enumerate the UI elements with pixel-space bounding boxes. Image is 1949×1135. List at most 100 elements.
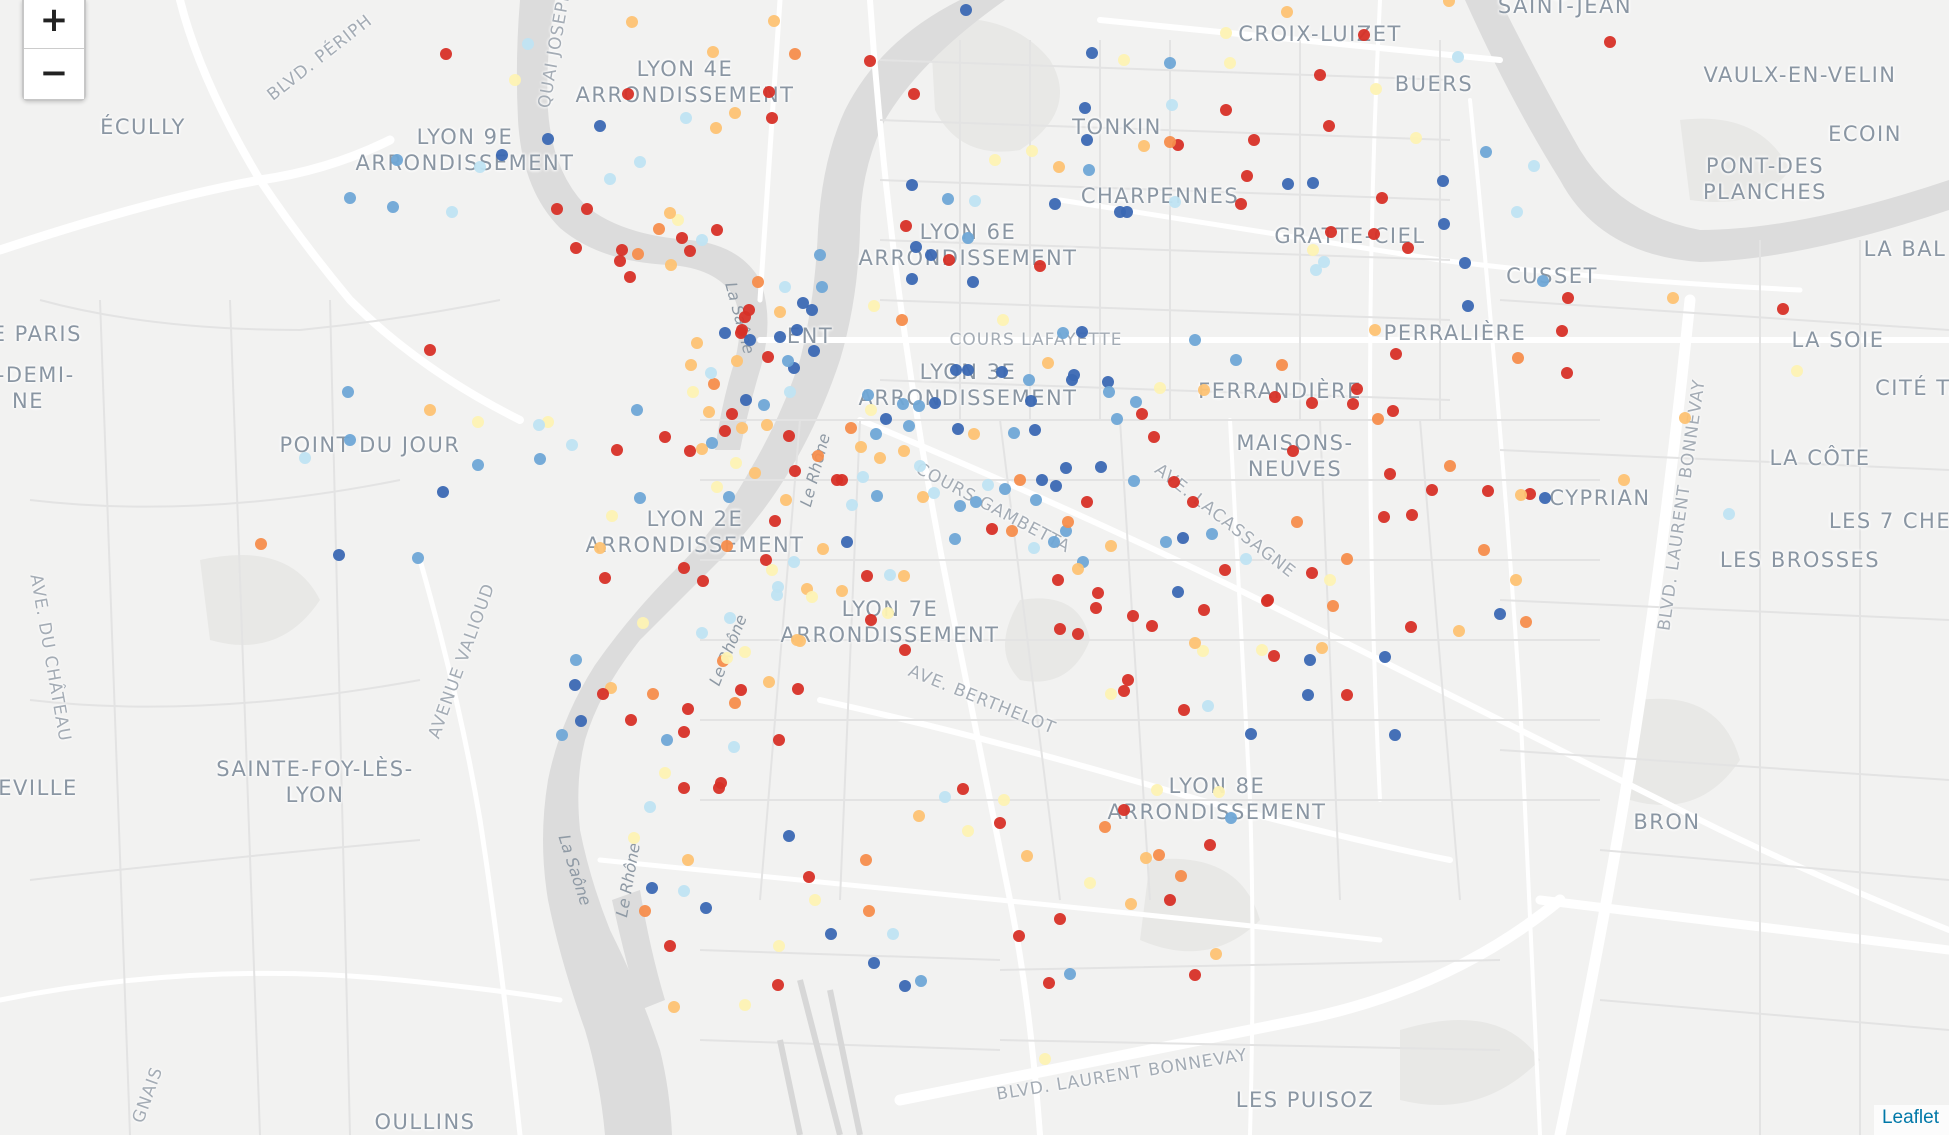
station-marker[interactable] [736,422,748,434]
station-marker[interactable] [1389,729,1401,741]
station-marker[interactable] [994,817,1006,829]
station-marker[interactable] [998,794,1010,806]
station-marker[interactable] [771,589,783,601]
station-marker[interactable] [1240,553,1252,565]
station-marker[interactable] [1043,977,1055,989]
station-marker[interactable] [696,234,708,246]
station-marker[interactable] [678,726,690,738]
station-marker[interactable] [783,430,795,442]
station-marker[interactable] [1306,397,1318,409]
station-marker[interactable] [1269,391,1281,403]
station-marker[interactable] [1220,104,1232,116]
station-marker[interactable] [581,203,593,215]
station-marker[interactable] [668,1001,680,1013]
station-marker[interactable] [788,556,800,568]
station-marker[interactable] [968,428,980,440]
station-marker[interactable] [1006,525,1018,537]
station-marker[interactable] [672,214,684,226]
station-marker[interactable] [739,311,751,323]
station-marker[interactable] [632,248,644,260]
station-marker[interactable] [1187,496,1199,508]
station-marker[interactable] [1095,461,1107,473]
station-marker[interactable] [863,905,875,917]
station-marker[interactable] [705,367,717,379]
station-marker[interactable] [728,741,740,753]
station-marker[interactable] [1166,99,1178,111]
station-marker[interactable] [1618,474,1630,486]
station-marker[interactable] [556,729,568,741]
station-marker[interactable] [1102,376,1114,388]
station-marker[interactable] [752,276,764,288]
station-marker[interactable] [1512,352,1524,364]
station-marker[interactable] [1241,170,1253,182]
station-marker[interactable] [726,408,738,420]
station-marker[interactable] [474,161,486,173]
station-marker[interactable] [706,437,718,449]
station-marker[interactable] [1202,700,1214,712]
station-marker[interactable] [1039,1053,1051,1065]
station-marker[interactable] [711,224,723,236]
station-marker[interactable] [915,975,927,987]
station-marker[interactable] [865,614,877,626]
station-marker[interactable] [594,542,606,554]
station-marker[interactable] [962,825,974,837]
station-marker[interactable] [831,474,843,486]
station-marker[interactable] [772,979,784,991]
station-marker[interactable] [1053,161,1065,173]
station-marker[interactable] [868,300,880,312]
station-marker[interactable] [1146,620,1158,632]
station-marker[interactable] [874,452,886,464]
station-marker[interactable] [255,538,267,550]
station-marker[interactable] [1511,206,1523,218]
station-marker[interactable] [719,425,731,437]
station-marker[interactable] [736,324,748,336]
station-marker[interactable] [710,122,722,134]
station-marker[interactable] [437,486,449,498]
station-marker[interactable] [1230,354,1242,366]
station-marker[interactable] [634,156,646,168]
station-marker[interactable] [774,331,786,343]
station-marker[interactable] [1090,602,1102,614]
station-marker[interactable] [1777,303,1789,315]
station-marker[interactable] [542,133,554,145]
station-marker[interactable] [855,441,867,453]
station-marker[interactable] [792,683,804,695]
station-marker[interactable] [845,422,857,434]
station-marker[interactable] [684,245,696,257]
station-marker[interactable] [960,4,972,16]
station-marker[interactable] [1318,256,1330,268]
station-marker[interactable] [1013,930,1025,942]
station-marker[interactable] [646,882,658,894]
station-marker[interactable] [887,928,899,940]
station-marker[interactable] [1054,913,1066,925]
station-marker[interactable] [899,644,911,656]
station-marker[interactable] [1042,357,1054,369]
station-marker[interactable] [809,894,821,906]
station-marker[interactable] [1438,218,1450,230]
station-marker[interactable] [997,314,1009,326]
station-marker[interactable] [1029,424,1041,436]
station-marker[interactable] [1379,651,1391,663]
station-marker[interactable] [1052,574,1064,586]
station-marker[interactable] [1105,540,1117,552]
station-marker[interactable] [1351,383,1363,395]
station-marker[interactable] [685,359,697,371]
station-marker[interactable] [440,48,452,60]
station-marker[interactable] [634,492,646,504]
station-marker[interactable] [680,112,692,124]
station-marker[interactable] [1048,536,1060,548]
station-marker[interactable] [724,612,736,624]
station-marker[interactable] [647,688,659,700]
station-marker[interactable] [1122,674,1134,686]
station-marker[interactable] [925,249,937,261]
station-marker[interactable] [803,871,815,883]
station-marker[interactable] [1151,784,1163,796]
station-marker[interactable] [678,885,690,897]
station-marker[interactable] [387,201,399,213]
station-marker[interactable] [860,854,872,866]
station-marker[interactable] [1323,120,1335,132]
station-marker[interactable] [472,416,484,428]
station-marker[interactable] [1537,275,1549,287]
station-marker[interactable] [299,452,311,464]
station-marker[interactable] [446,206,458,218]
